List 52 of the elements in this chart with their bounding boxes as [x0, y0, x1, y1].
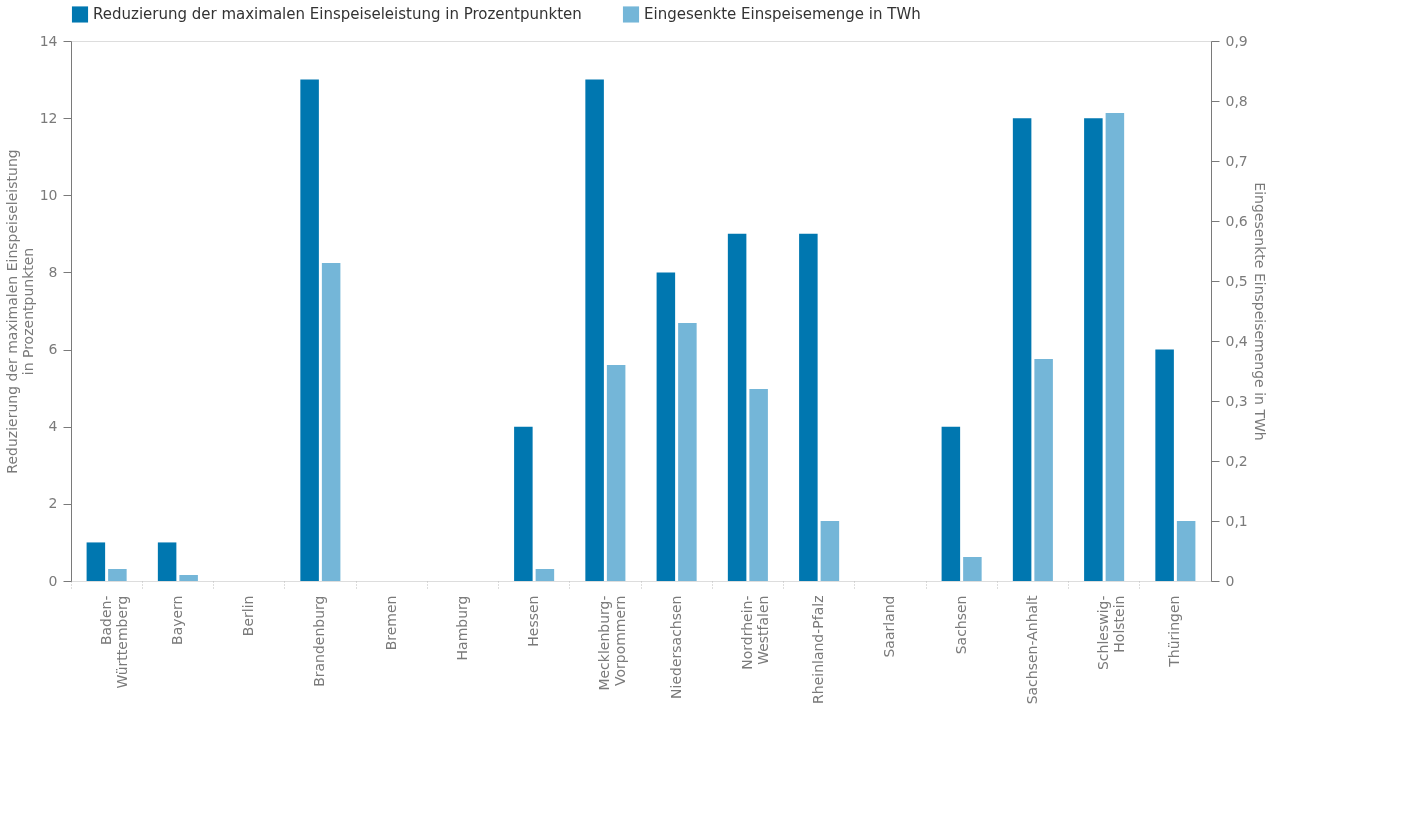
- bar: [1176, 521, 1196, 581]
- y2-tick-label: 0,4: [1225, 332, 1248, 349]
- bar: [1155, 349, 1174, 581]
- x-tick-label: Rheinland-Pfalz: [810, 595, 827, 704]
- x-tick-label: Baden- Württemberg: [97, 595, 130, 689]
- x-tick-label: Thüringen: [1166, 595, 1183, 668]
- x-tick-label: Brandenburg: [311, 595, 328, 687]
- y2-tick-label: 0,7: [1225, 152, 1248, 169]
- y-axis-title: Reduzierung der maximalen Einspeiseleistung in Prozentpunkten: [3, 149, 36, 474]
- y-tick-label: 6: [48, 341, 58, 358]
- x-tick-label: Bayern: [168, 595, 185, 645]
- y2-tick-label: 0,8: [1225, 92, 1248, 109]
- bar: [157, 542, 177, 581]
- y2-tick-label: 0,5: [1225, 272, 1248, 289]
- x-tick-label: Sachsen-Anhalt: [1023, 594, 1040, 705]
- y2-tick-label: 0,1: [1225, 512, 1248, 529]
- bar: [963, 557, 982, 581]
- y-tick-label: 10: [39, 186, 58, 203]
- y2-tick-label: 0,9: [1225, 32, 1248, 49]
- legend-label: Eingesenkte Einspeisemenge in TWh: [644, 5, 921, 24]
- x-tick-label: Hamburg: [453, 595, 470, 661]
- y-tick-label: 0: [48, 572, 58, 589]
- bar: [179, 575, 198, 581]
- y2-axis-title: Eingesenkte Einspeisemenge in TWh: [1251, 182, 1268, 441]
- x-tick-label: Mecklenburg- Vorpommern: [596, 595, 629, 691]
- bar: [820, 521, 840, 581]
- bar: [514, 426, 533, 581]
- bar: [941, 426, 961, 581]
- y-tick-label: 2: [48, 495, 58, 512]
- y2-tick-label: 0,2: [1225, 452, 1248, 469]
- x-tick-label: Bremen: [382, 595, 399, 651]
- bar: [799, 233, 818, 581]
- x-tick-label: Sachsen: [952, 595, 969, 655]
- bar: [86, 542, 106, 581]
- y2-tick-label: 0: [1225, 572, 1235, 589]
- y-tick-label: 4: [48, 418, 58, 435]
- y-tick-label: 8: [48, 263, 58, 280]
- bar: [108, 569, 127, 581]
- x-tick-label: Berlin: [240, 595, 257, 637]
- y2-tick-label: 0,3: [1225, 392, 1248, 409]
- bar: [585, 79, 604, 581]
- bar: [1012, 118, 1032, 581]
- x-tick-label: Hessen: [525, 595, 542, 647]
- legend-label: Reduzierung der maximalen Einspeiseleistung in Prozentpunkten: [93, 5, 582, 24]
- y-tick-label: 14: [39, 32, 58, 49]
- x-tick-label: Nordrhein- Westfalen: [738, 595, 771, 670]
- x-tick-label: Saarland: [881, 595, 898, 658]
- bar: [535, 569, 555, 581]
- x-tick-label: Niedersachsen: [667, 595, 684, 699]
- y2-tick-label: 0,6: [1225, 212, 1248, 229]
- y-tick-label: 12: [39, 109, 58, 126]
- x-tick-label: Schleswig- Holstein: [1095, 595, 1128, 671]
